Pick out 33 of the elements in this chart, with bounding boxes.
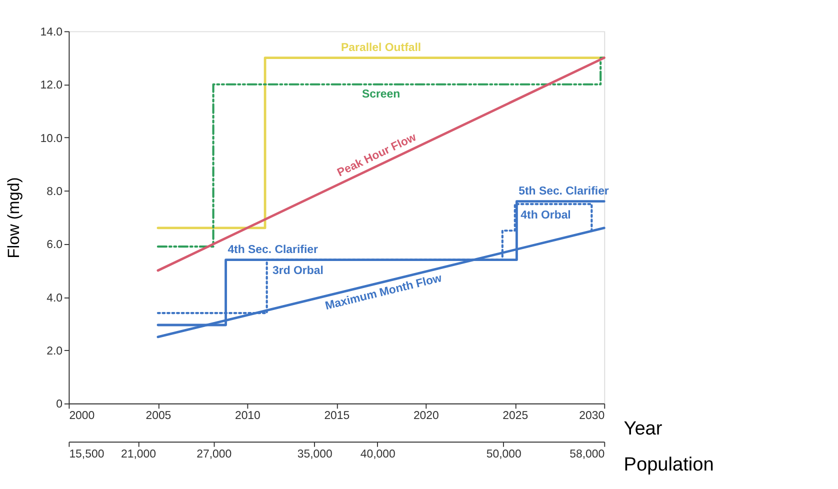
annotation: 5th Sec. Clarifier — [518, 186, 610, 198]
x-tick-label: 2005 — [146, 410, 172, 422]
x-tick-label: 2010 — [234, 410, 260, 422]
y-tick-label: 8.0 — [46, 186, 63, 198]
y-tick-label: 6.0 — [46, 239, 63, 252]
x-tick-label: 2020 — [413, 410, 439, 422]
x2-tick-label: 21,000 — [120, 448, 156, 460]
series-label: Screen — [362, 88, 400, 101]
series-label: Parallel Outfall — [341, 42, 422, 54]
y-tick-label: 10.0 — [40, 132, 63, 145]
annotation: 4th Orbal — [520, 209, 571, 222]
annotation: 4th Sec. Clarifier — [228, 244, 319, 256]
x2-tick-label: 40,000 — [360, 448, 396, 460]
annotation: 3rd Orbal — [272, 265, 324, 278]
x2-tick-label: 35,000 — [297, 448, 332, 460]
text: Maximum Month Flow — [324, 272, 444, 313]
x-tick-label: 2025 — [502, 410, 528, 422]
x-tick-label: 2030 — [579, 410, 605, 422]
x-axis-title: Year — [624, 418, 663, 440]
y-tick-label: 12.0 — [40, 80, 63, 92]
y-tick-label: 14.0 — [40, 26, 63, 38]
x2-tick-label: 27,000 — [196, 448, 232, 460]
x2-tick-label: 15,500 — [69, 448, 104, 460]
y-tick-label: 4.0 — [46, 292, 63, 304]
y-axis-title: Flow (mgd) — [5, 177, 24, 258]
y-tick-label: 2.0 — [46, 346, 63, 358]
text: Peak Hour Flow — [336, 131, 418, 180]
x2-axis-title: Population — [624, 454, 714, 476]
x-tick-label: 2000 — [69, 410, 95, 422]
x-tick-label: 2015 — [324, 410, 350, 422]
y-tick-label: 0 — [56, 398, 63, 411]
x2-tick-label: 50,000 — [486, 448, 522, 460]
x2-tick-label: 58,000 — [570, 448, 605, 460]
